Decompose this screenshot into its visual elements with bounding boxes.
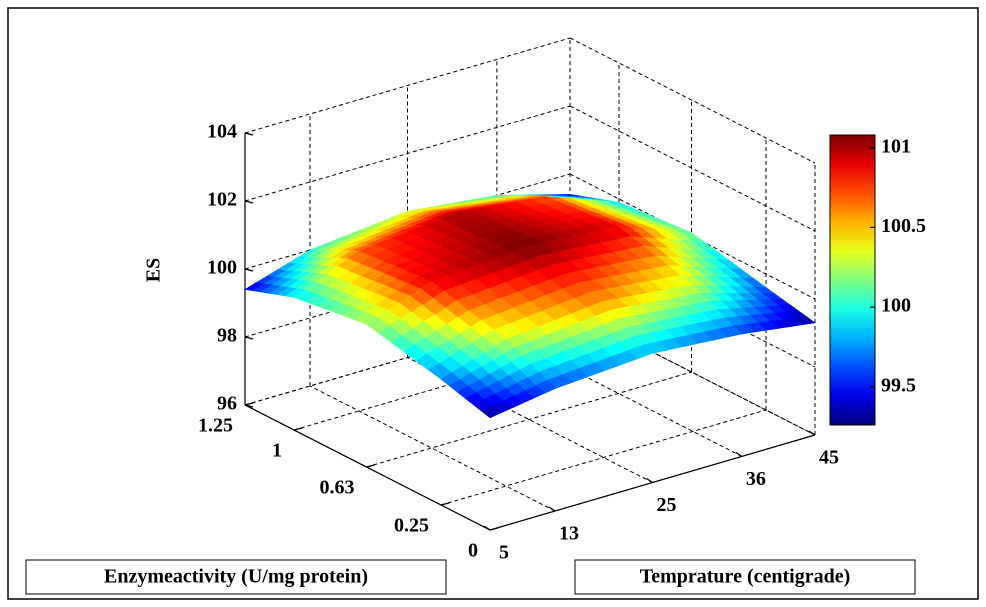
tick-mark	[366, 464, 375, 468]
grid-line	[407, 357, 653, 483]
tick-mark	[489, 527, 499, 531]
colorbar	[829, 134, 876, 426]
tick-mark	[244, 404, 254, 408]
grid-line	[366, 371, 692, 468]
tick-mark	[646, 478, 653, 483]
x-tick-label: 13	[559, 523, 579, 545]
colorbar-tick-label: 100.5	[881, 215, 926, 237]
x-tick-label: 25	[657, 494, 677, 516]
plot: 96 98 100 102 104 0 0.25 0.63 1 1.25 5 13 25 36 45 99.5…	[198, 37, 926, 564]
y-tick-label: 0.25	[394, 515, 429, 537]
colorbar-tick-label: 100	[881, 295, 911, 317]
x-axis-label: Temprature (centigrade)	[640, 566, 851, 588]
tick-mark	[244, 402, 254, 406]
y-tick-label: 1	[272, 440, 282, 462]
tick-mark	[244, 200, 254, 204]
grid-line	[244, 105, 571, 202]
z-tick-label: 98	[217, 325, 237, 347]
grid-line	[309, 385, 556, 512]
tick-mark	[244, 132, 254, 136]
tick-mark	[244, 268, 254, 272]
colorbar-tick-label: 101	[881, 135, 911, 157]
grid-line	[569, 37, 816, 164]
grid-line	[440, 409, 767, 506]
colorbar-tick-label: 99.5	[881, 374, 916, 396]
z-axis-label: ES	[143, 258, 165, 282]
z-tick-label: 102	[207, 189, 237, 211]
label-box	[574, 559, 916, 595]
y-tick-label: 0	[468, 540, 478, 562]
y-tick-label: 1.25	[198, 415, 233, 437]
tick-mark	[293, 427, 303, 431]
grid-line	[569, 309, 816, 436]
grid-line	[569, 105, 816, 232]
x-tick-label: 5	[499, 542, 509, 564]
grid-line	[569, 173, 816, 300]
tick-mark	[735, 451, 743, 457]
z-tick-label: 104	[207, 121, 237, 143]
y-axis	[244, 404, 491, 531]
surface-patch	[481, 405, 502, 419]
grid-line	[496, 330, 743, 457]
label-box	[25, 559, 447, 595]
tick-mark	[808, 430, 816, 436]
y-axis-label: Enzymeactivity (U/mg protein)	[104, 566, 368, 588]
y-tick-label: 0.63	[320, 477, 355, 499]
z-tick-label: 100	[207, 257, 237, 279]
tick-mark	[548, 506, 556, 512]
tick-mark	[483, 525, 491, 531]
tick-mark	[440, 502, 450, 506]
x-tick-label: 36	[746, 468, 766, 490]
z-tick-label: 96	[217, 393, 237, 415]
x-tick-label: 45	[819, 447, 839, 469]
grid-line	[244, 37, 571, 134]
tick-mark	[244, 336, 254, 340]
